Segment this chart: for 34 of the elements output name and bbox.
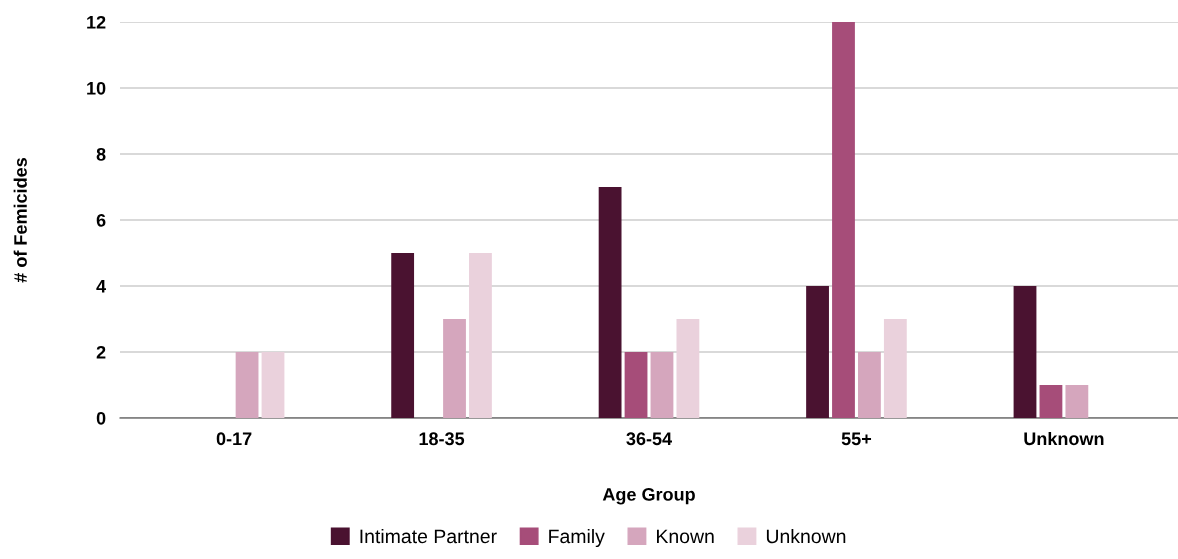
legend-label: Unknown <box>766 528 846 544</box>
x-axis-title: Age Group <box>602 488 695 505</box>
bar <box>883 319 907 418</box>
x-tick-label: Unknown <box>1024 431 1104 446</box>
bar <box>443 319 466 418</box>
y-tick-label: 6 <box>96 213 106 227</box>
bar <box>1013 286 1037 418</box>
bar <box>598 187 622 418</box>
y-tick-label: 4 <box>96 280 107 293</box>
x-tick-label: 55+ <box>841 432 872 446</box>
y-tick-label: 0 <box>96 411 106 425</box>
bar <box>806 286 829 418</box>
y-tick-label: 10 <box>87 81 106 95</box>
bar <box>832 22 855 418</box>
legend-label: Known <box>657 529 714 544</box>
bar <box>624 352 648 418</box>
y-tick-label: 8 <box>96 147 106 161</box>
bar <box>235 352 259 418</box>
legend-label: Family <box>549 528 605 548</box>
bar <box>676 319 700 418</box>
bar <box>1065 385 1089 418</box>
bar <box>391 253 415 418</box>
y-tick-label: 12 <box>87 15 106 29</box>
x-tick-label: 36-54 <box>626 432 672 446</box>
x-tick-label: 0-17 <box>216 432 252 446</box>
bar <box>1039 385 1063 418</box>
x-tick-label: 18-35 <box>419 432 465 446</box>
y-axis-title: # of Femicides <box>13 158 27 283</box>
bar <box>469 253 492 418</box>
y-tick-label: 2 <box>96 345 106 359</box>
legend-label: Intimate Partner <box>360 528 497 544</box>
bar <box>261 352 285 418</box>
bar <box>650 352 674 418</box>
bar <box>858 352 881 418</box>
